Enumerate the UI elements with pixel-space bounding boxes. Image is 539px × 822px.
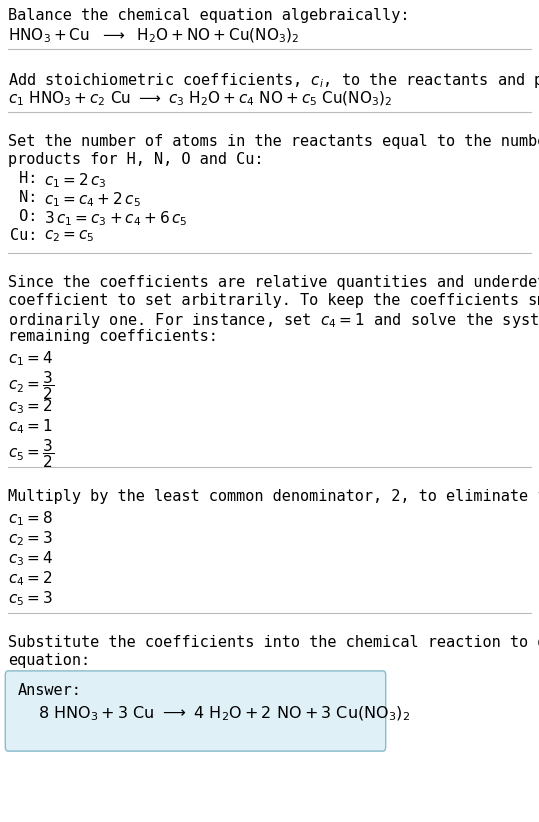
Text: H:: H:: [10, 171, 37, 186]
Text: Set the number of atoms in the reactants equal to the number of atoms in the: Set the number of atoms in the reactants…: [8, 134, 539, 149]
Text: equation:: equation:: [8, 653, 90, 668]
Text: $c_1 = c_4 + 2\,c_5$: $c_1 = c_4 + 2\,c_5$: [44, 190, 141, 209]
Text: Substitute the coefficients into the chemical reaction to obtain the balanced: Substitute the coefficients into the che…: [8, 635, 539, 650]
Text: coefficient to set arbitrarily. To keep the coefficients small, the arbitrary va: coefficient to set arbitrarily. To keep …: [8, 293, 539, 308]
Text: ordinarily one. For instance, set $c_4 = 1$ and solve the system of equations fo: ordinarily one. For instance, set $c_4 =…: [8, 311, 539, 330]
Text: O:: O:: [10, 209, 37, 224]
Text: $c_1 = 2\,c_3$: $c_1 = 2\,c_3$: [44, 171, 107, 190]
Text: Add stoichiometric coefficients, $c_i$, to the reactants and products:: Add stoichiometric coefficients, $c_i$, …: [8, 71, 539, 90]
Text: Cu:: Cu:: [10, 228, 37, 243]
Text: N:: N:: [10, 190, 37, 205]
FancyBboxPatch shape: [5, 671, 386, 751]
Text: $\mathrm{HNO_3 + Cu \ \ \longrightarrow \ \ H_2O + NO + Cu(NO_3)_2}$: $\mathrm{HNO_3 + Cu \ \ \longrightarrow …: [8, 27, 300, 45]
Text: $3\,c_1 = c_3 + c_4 + 6\,c_5$: $3\,c_1 = c_3 + c_4 + 6\,c_5$: [44, 209, 188, 228]
Text: $c_5 = \dfrac{3}{2}$: $c_5 = \dfrac{3}{2}$: [8, 437, 54, 470]
Text: Since the coefficients are relative quantities and underdetermined, choose a: Since the coefficients are relative quan…: [8, 275, 539, 290]
Text: $c_2 = \dfrac{3}{2}$: $c_2 = \dfrac{3}{2}$: [8, 369, 54, 402]
Text: $c_2 = c_5$: $c_2 = c_5$: [44, 228, 94, 243]
Text: Balance the chemical equation algebraically:: Balance the chemical equation algebraica…: [8, 8, 410, 23]
Text: $c_3 = 2$: $c_3 = 2$: [8, 397, 52, 416]
Text: $8\ \mathrm{HNO_3} + 3\ \mathrm{Cu} \ \longrightarrow \ 4\ \mathrm{H_2O} + 2\ \m: $8\ \mathrm{HNO_3} + 3\ \mathrm{Cu} \ \l…: [38, 705, 410, 723]
Text: $c_1\ \mathrm{HNO_3} + c_2\ \mathrm{Cu} \ \longrightarrow \ c_3\ \mathrm{H_2O} +: $c_1\ \mathrm{HNO_3} + c_2\ \mathrm{Cu} …: [8, 90, 392, 109]
Text: $c_3 = 4$: $c_3 = 4$: [8, 549, 53, 568]
Text: $c_4 = 1$: $c_4 = 1$: [8, 417, 53, 436]
Text: $c_1 = 4$: $c_1 = 4$: [8, 349, 53, 367]
Text: remaining coefficients:: remaining coefficients:: [8, 329, 218, 344]
Text: $c_2 = 3$: $c_2 = 3$: [8, 529, 53, 547]
Text: Answer:: Answer:: [18, 683, 82, 698]
Text: $c_1 = 8$: $c_1 = 8$: [8, 509, 53, 528]
Text: $c_5 = 3$: $c_5 = 3$: [8, 589, 53, 607]
Text: $c_4 = 2$: $c_4 = 2$: [8, 569, 52, 588]
Text: Multiply by the least common denominator, 2, to eliminate fractional coefficient: Multiply by the least common denominator…: [8, 489, 539, 504]
Text: products for H, N, O and Cu:: products for H, N, O and Cu:: [8, 152, 264, 167]
